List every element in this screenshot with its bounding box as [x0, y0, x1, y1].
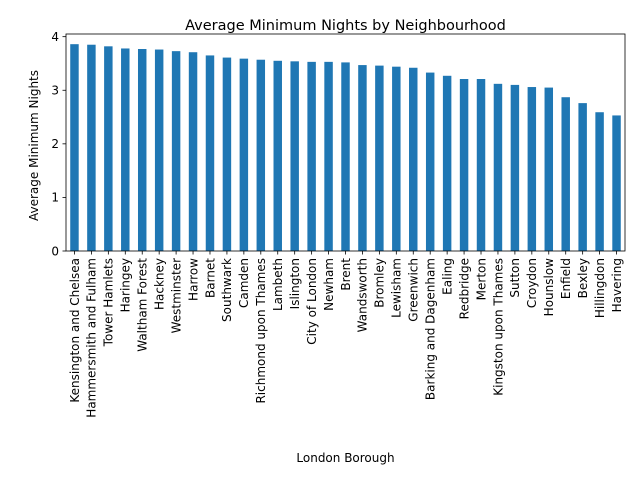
x-tick-label: Lambeth: [271, 258, 285, 311]
bar-kingston-upon-thames: [493, 83, 503, 251]
bar-richmond-upon-thames: [256, 59, 266, 251]
bar-harrow: [188, 52, 198, 251]
bar-brent: [341, 62, 350, 252]
x-tick-label: Merton: [474, 258, 488, 300]
x-axis-label: London Borough: [296, 451, 394, 465]
bar-camden: [239, 58, 249, 252]
bar-merton: [476, 79, 486, 251]
bar-wandsworth: [358, 65, 367, 251]
x-tick-label: Hillingdon: [593, 258, 607, 318]
x-tick-label: Redbridge: [457, 258, 471, 319]
bar-barnet: [205, 55, 215, 252]
y-tick-label: 2: [51, 137, 59, 151]
x-tick-label: Camden: [237, 258, 251, 308]
x-tick-label: Hackney: [152, 258, 166, 310]
bar-ealing: [442, 75, 452, 251]
x-tick-label: Haringey: [119, 258, 133, 312]
x-tick-label: Lewisham: [390, 258, 404, 318]
bar-islington: [290, 61, 299, 251]
bar-hammersmith-and-fulham: [87, 44, 96, 251]
x-tick-label: Waltham Forest: [136, 258, 150, 352]
x-tick-label: Croydon: [525, 258, 539, 308]
bar-sutton: [510, 84, 520, 252]
x-tick-label: Kensington and Chelsea: [68, 258, 82, 403]
x-tick-label: Kingston upon Thames: [491, 258, 505, 396]
x-tick-label: Ealing: [440, 258, 454, 295]
x-tick-label: Bromley: [373, 258, 387, 308]
bar-southwark: [222, 57, 232, 251]
bar-westminster: [171, 51, 181, 252]
x-tick-label: Bexley: [576, 258, 590, 298]
bar-hillingdon: [595, 112, 604, 251]
x-tick-label: Hounslow: [542, 258, 556, 317]
x-tick-label: Enfield: [559, 258, 573, 299]
x-tick-label: Havering: [610, 258, 624, 312]
x-tick-label: City of London: [305, 258, 319, 345]
x-tick-label: Wandsworth: [356, 258, 370, 332]
bar-greenwich: [409, 67, 418, 251]
x-tick-label: Barking and Dagenham: [424, 258, 438, 400]
bar-city-of-london: [307, 61, 316, 251]
bar-bexley: [578, 103, 587, 252]
x-tick-label: Newham: [322, 258, 336, 311]
x-tick-label: Harrow: [186, 258, 200, 301]
x-tick-label: Islington: [288, 258, 302, 309]
x-tick-label: Tower Hamlets: [102, 258, 116, 347]
bar-bromley: [375, 65, 384, 251]
bar-haringey: [121, 48, 130, 251]
bar-lewisham: [392, 66, 401, 252]
bar-croydon: [527, 87, 537, 251]
chart-title: Average Minimum Nights by Neighbourhood: [185, 18, 506, 34]
bar-hounslow: [544, 87, 554, 251]
bar-barking-and-dagenham: [425, 72, 435, 251]
bar-enfield: [561, 97, 570, 251]
bar-tower-hamlets: [104, 46, 113, 251]
plot-area: 0 1 2 3 4 Kensington and Chelsea Hammersmith a…: [51, 30, 626, 418]
x-tick-label: Barnet: [203, 258, 217, 298]
y-tick-label: 1: [51, 191, 59, 205]
y-tick-label: 0: [51, 244, 59, 258]
bar-kensington-and-chelsea: [70, 44, 79, 252]
bar-redbridge: [459, 79, 469, 251]
y-axis-label: Average Minimum Nights: [27, 70, 41, 221]
x-tick-label: Southwark: [220, 258, 234, 322]
x-tick-label: Westminster: [169, 258, 183, 333]
x-tick-label: Greenwich: [407, 258, 421, 322]
x-tick-label: Brent: [339, 258, 353, 291]
axes-frame: [65, 33, 626, 252]
bar-lambeth: [273, 60, 282, 251]
y-tick-label: 4: [51, 30, 59, 44]
bar-newham: [324, 61, 333, 251]
x-tick-label: Sutton: [508, 258, 522, 298]
bar-hackney: [154, 49, 164, 251]
x-tick-label: Hammersmith and Fulham: [85, 258, 99, 418]
y-tick-label: 3: [51, 84, 59, 98]
bar-waltham-forest: [137, 49, 147, 251]
bar-havering: [612, 115, 621, 251]
x-tick-label: Richmond upon Thames: [254, 258, 268, 404]
